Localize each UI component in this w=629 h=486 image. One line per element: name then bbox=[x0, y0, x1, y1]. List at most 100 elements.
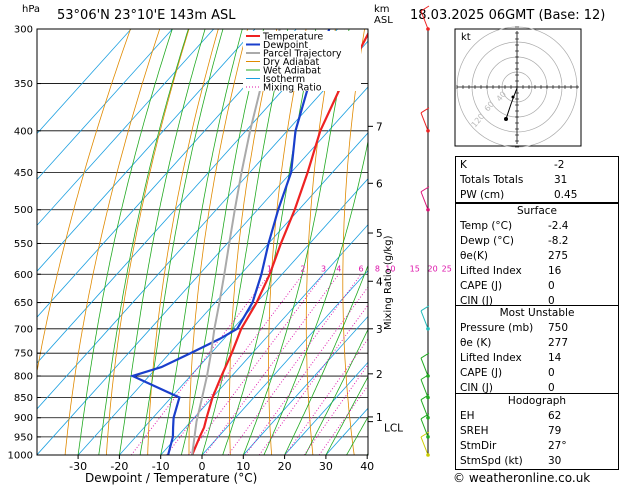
isotherm bbox=[201, 269, 368, 455]
mixing-ratio-label: 6 bbox=[358, 264, 363, 273]
most-unstable-title: Most Unstable bbox=[499, 307, 575, 319]
isotherm bbox=[37, 29, 297, 318]
height-tick-label: 4 bbox=[376, 276, 383, 288]
wind-barb-flag bbox=[420, 107, 430, 114]
height-tick-label: 6 bbox=[376, 178, 383, 190]
dry-adiabat bbox=[147, 29, 219, 455]
indices-table: K -2 Totals Totals 31 PW (cm) 0.45 bbox=[455, 156, 619, 203]
wet-adiabat bbox=[119, 29, 206, 455]
pressure-tick-label: 900 bbox=[14, 413, 33, 424]
x-axis-label: Dewpoint / Temperature (°C) bbox=[85, 471, 258, 485]
wet-adiabat bbox=[180, 29, 264, 455]
pressure-tick-label: 1000 bbox=[8, 451, 33, 462]
legend-entry: Wet Adiabat bbox=[263, 66, 321, 77]
wet-adiabat bbox=[263, 139, 368, 455]
pressure-tick-label: 450 bbox=[14, 168, 33, 179]
row-value: 277 bbox=[548, 337, 569, 349]
pressure-tick-label: 300 bbox=[14, 25, 33, 36]
row-value: 79 bbox=[548, 425, 562, 437]
temperature-tick-label: 40 bbox=[360, 460, 374, 473]
hodograph-panel-row: StmDir 27° bbox=[456, 439, 618, 454]
wet-adiabat bbox=[304, 328, 368, 455]
most-unstable-panel: Most Unstable Pressure (mb) 750 θe (K) 277 L… bbox=[455, 305, 619, 397]
row-key: Dewp (°C) bbox=[460, 235, 514, 247]
pressure-tick-label: 800 bbox=[14, 372, 33, 383]
surface-row: Dewp (°C) -8.2 bbox=[456, 234, 618, 249]
isotherm bbox=[160, 224, 368, 455]
temperature-tick-label: -10 bbox=[152, 460, 170, 473]
mixing-ratio-line bbox=[130, 274, 270, 455]
isotherm bbox=[37, 29, 256, 272]
mixing-ratio-label: 10 bbox=[385, 264, 395, 273]
row-key: Lifted Index bbox=[460, 265, 522, 277]
hodograph-unit: kt bbox=[461, 32, 471, 43]
row-key: θe(K) bbox=[460, 250, 488, 262]
index-value: 31 bbox=[554, 173, 568, 186]
mixing-ratio-label: 2 bbox=[300, 264, 305, 273]
surface-row: θe(K) 275 bbox=[456, 249, 618, 264]
row-key: StmDir bbox=[460, 440, 497, 452]
profiles bbox=[129, 29, 368, 455]
dry-adiabat bbox=[229, 29, 278, 455]
wind-barb bbox=[420, 310, 429, 329]
pressure-tick-label: 350 bbox=[14, 79, 33, 90]
row-value: 0 bbox=[548, 367, 555, 379]
most-unstable-row: Lifted Index 14 bbox=[456, 351, 618, 366]
pressure-tick-label: 600 bbox=[14, 270, 33, 281]
pressure-tick-label: 850 bbox=[14, 393, 33, 404]
pressure-tick-label: 950 bbox=[14, 432, 33, 443]
isotherm bbox=[37, 29, 338, 364]
wet-adiabat bbox=[98, 29, 189, 455]
row-value: 62 bbox=[548, 410, 562, 422]
dry-adiabat bbox=[188, 29, 248, 455]
surface-row: Lifted Index 16 bbox=[456, 264, 618, 279]
hodograph-panel-row: StmSpd (kt) 30 bbox=[456, 454, 618, 469]
legend-entry: Mixing Ratio bbox=[263, 83, 322, 94]
wet-adiabat bbox=[139, 29, 224, 455]
wind-barb bbox=[420, 399, 429, 418]
wind-dot bbox=[426, 415, 430, 420]
row-value: 750 bbox=[548, 322, 569, 334]
mixing-ratio-line bbox=[227, 274, 362, 455]
axes: 3003504004505005506006507007508008509009… bbox=[8, 25, 404, 474]
hodograph-trace bbox=[505, 87, 518, 120]
profile-temperature bbox=[191, 31, 368, 455]
date-title: 18.03.2025 06GMT (Base: 12) bbox=[410, 8, 606, 23]
row-value: -8.2 bbox=[548, 235, 569, 247]
most-unstable-row: θe (K) 277 bbox=[456, 336, 618, 351]
isotherm bbox=[284, 361, 368, 455]
mixing-ratio-line bbox=[166, 274, 304, 455]
row-key: CAPE (J) bbox=[460, 367, 503, 379]
wet-adiabat bbox=[325, 375, 368, 455]
height-tick-label: 1 bbox=[376, 412, 383, 424]
wet-adiabat bbox=[160, 29, 243, 455]
index-value: 0.45 bbox=[554, 188, 578, 201]
height-tick-label: 5 bbox=[376, 228, 383, 240]
wind-barb-flag bbox=[420, 413, 430, 420]
wind-barb-flag bbox=[420, 305, 430, 312]
wind-barb bbox=[420, 191, 429, 210]
mixing-ratio-line bbox=[258, 304, 368, 455]
row-value: 16 bbox=[548, 265, 562, 277]
mixing-ratio-label: 20 bbox=[427, 264, 437, 273]
temperature-tick-label: 30 bbox=[319, 460, 333, 473]
copyright: © weatheronline.co.uk bbox=[453, 471, 591, 485]
row-key: Lifted Index bbox=[460, 352, 522, 364]
isotherm bbox=[37, 40, 368, 410]
legend-entry: Isotherm bbox=[263, 74, 305, 85]
hodograph-panel-row: SREH 79 bbox=[456, 424, 618, 439]
wind-barb bbox=[420, 10, 429, 30]
index-row: PW (cm) 0.45 bbox=[456, 187, 619, 203]
isotherm bbox=[37, 29, 214, 226]
dry-adiabat bbox=[37, 29, 131, 374]
dry-adiabat bbox=[342, 29, 365, 455]
surface-panel: Surface Temp (°C) -2.4 Dewp (°C) -8.2 θe(K) 2… bbox=[455, 203, 619, 310]
row-key: CIN (J) bbox=[460, 382, 493, 394]
row-value: 0 bbox=[548, 295, 555, 307]
hodograph-panel-row: EH 62 bbox=[456, 409, 618, 424]
height-unit-km: km bbox=[374, 4, 390, 15]
legend-entry: Dewpoint bbox=[263, 40, 308, 51]
